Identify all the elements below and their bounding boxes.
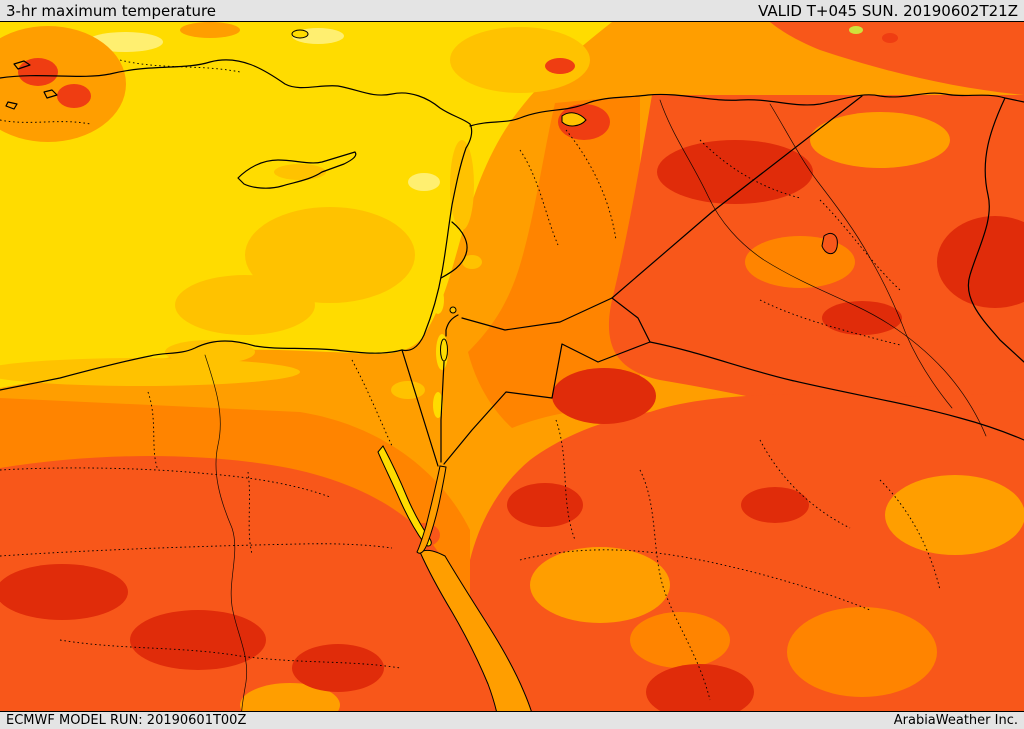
iraq-iran-border — [967, 97, 1024, 363]
hot-region-turkey-northeast — [770, 22, 1024, 95]
lakes-layer — [291, 29, 838, 362]
header-bar: 3-hr maximum temperature VALID T+045 SUN… — [0, 0, 1024, 22]
red-sea — [419, 549, 532, 711]
lake — [821, 233, 838, 255]
cool-region-northwest — [0, 22, 612, 388]
valid-time-label: VALID T+045 SUN. 20190602T21Z — [758, 1, 1018, 20]
lebanon-border — [440, 221, 468, 279]
tigris-river — [769, 103, 953, 409]
syria-jordan-border — [461, 297, 613, 331]
mediterranean-coastline — [0, 59, 473, 391]
country-borders-layer — [401, 92, 1024, 467]
admin-boundary — [759, 299, 901, 346]
syria-iraq-border — [611, 95, 863, 299]
turkey-border — [469, 92, 1024, 127]
admin-boundary — [699, 139, 801, 199]
euphrates-river — [659, 99, 987, 437]
cyprus-coastline — [237, 151, 357, 189]
admin-boundary — [565, 129, 617, 241]
provider-label: ArabiaWeather Inc. — [893, 713, 1018, 728]
red-sea-group — [377, 445, 532, 711]
lake — [561, 112, 587, 127]
gulf-of-aqaba — [416, 465, 447, 554]
admin-boundary — [59, 639, 401, 669]
lake — [449, 306, 457, 314]
admin-boundary — [759, 439, 851, 529]
island — [5, 101, 18, 110]
admin-boundary — [555, 419, 576, 541]
temperature-map — [0, 22, 1024, 711]
dead-sea — [440, 338, 448, 362]
jordan-saudi-border — [443, 341, 651, 465]
gulf-of-suez — [377, 445, 432, 547]
admin-boundary — [519, 549, 871, 611]
rivers-layer — [204, 99, 987, 711]
lake — [291, 29, 309, 39]
nile-river — [204, 354, 248, 711]
admin-boundary — [351, 359, 393, 447]
admin-boundaries-layer — [0, 59, 941, 701]
jordan-valley-border — [440, 314, 459, 463]
map-title: 3-hr maximum temperature — [6, 1, 217, 20]
temperature-fill-layer — [0, 22, 1024, 711]
island — [43, 89, 58, 99]
admin-boundary — [819, 199, 901, 291]
admin-boundary — [0, 467, 331, 498]
israel-egypt-border — [401, 349, 439, 467]
admin-boundary — [639, 469, 711, 701]
footer-bar: ECMWF MODEL RUN: 20190601T00Z ArabiaWeat… — [0, 711, 1024, 729]
model-run-label: ECMWF MODEL RUN: 20190601T00Z — [6, 713, 247, 728]
coastlines-layer — [0, 59, 473, 391]
admin-boundary — [0, 119, 91, 125]
admin-boundary — [879, 479, 941, 591]
iraq-saudi-border — [649, 341, 1024, 441]
island — [13, 60, 31, 70]
admin-boundary — [119, 59, 241, 73]
jordan-iraq-border — [611, 297, 651, 343]
